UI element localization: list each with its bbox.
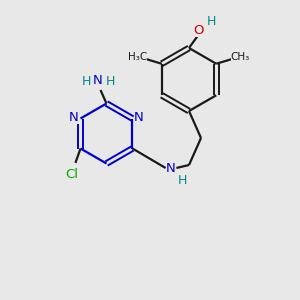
Text: H: H xyxy=(81,75,91,88)
Text: H₃C: H₃C xyxy=(128,52,147,62)
Text: O: O xyxy=(193,23,203,37)
Text: N: N xyxy=(134,111,144,124)
Text: N: N xyxy=(93,74,103,88)
Text: CH₃: CH₃ xyxy=(231,52,250,62)
Text: N: N xyxy=(69,111,79,124)
Text: N: N xyxy=(166,161,175,175)
Text: H: H xyxy=(178,174,187,187)
Text: H: H xyxy=(105,75,115,88)
Text: Cl: Cl xyxy=(65,168,78,182)
Text: H: H xyxy=(207,15,216,28)
